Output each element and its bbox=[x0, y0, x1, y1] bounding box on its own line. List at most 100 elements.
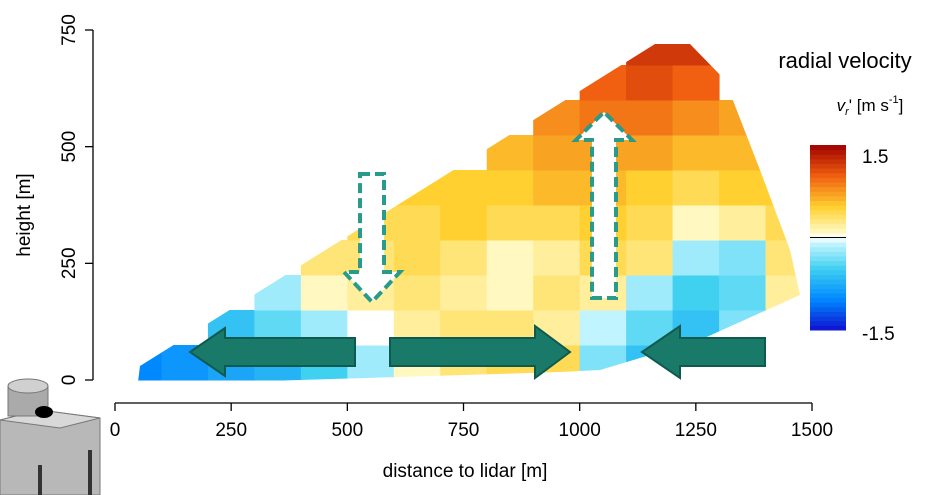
colorbar-step bbox=[810, 316, 846, 322]
flow-arrows bbox=[188, 109, 766, 380]
x-tick-label: 1500 bbox=[791, 420, 833, 441]
cell bbox=[765, 240, 800, 276]
x-tick-label: 250 bbox=[215, 420, 247, 441]
colorbar-step bbox=[810, 251, 846, 257]
arrow-down bbox=[339, 172, 405, 305]
colorbar-step bbox=[810, 191, 846, 197]
colorbar-step bbox=[810, 288, 846, 294]
x-tick-label: 500 bbox=[331, 420, 363, 441]
cell bbox=[393, 275, 441, 311]
colorbar-step bbox=[810, 214, 846, 220]
cell bbox=[672, 100, 720, 136]
colorbar-step bbox=[810, 158, 846, 164]
colorbar-step bbox=[810, 260, 846, 266]
colorbar-step bbox=[810, 195, 846, 201]
cell bbox=[672, 240, 720, 276]
cell bbox=[138, 345, 162, 381]
colorbar-step bbox=[810, 200, 846, 206]
cell bbox=[486, 240, 534, 276]
cell bbox=[393, 240, 441, 276]
cell bbox=[719, 135, 767, 171]
colorbar-step bbox=[810, 205, 846, 211]
colorbar-step bbox=[810, 302, 846, 308]
colorbar-step bbox=[810, 320, 846, 326]
x-tick-label: 1000 bbox=[559, 420, 601, 441]
label-symbol: v bbox=[837, 96, 847, 115]
colorbar-step bbox=[810, 163, 846, 169]
y-tick-label: 750 bbox=[59, 14, 80, 46]
cell bbox=[440, 240, 488, 276]
cell bbox=[533, 100, 581, 136]
label-rest: ' [m s bbox=[849, 96, 889, 115]
colorbar-step bbox=[810, 256, 846, 262]
cell bbox=[672, 205, 720, 241]
colorbar bbox=[810, 145, 846, 331]
colorbar-tick-label: -1.5 bbox=[862, 324, 895, 345]
y-axis-label: height [m] bbox=[14, 173, 35, 256]
colorbar-step bbox=[810, 325, 846, 331]
x-tick-label: 1250 bbox=[675, 420, 717, 441]
arrow-left bbox=[640, 324, 766, 380]
x-axis-label: distance to lidar [m] bbox=[383, 461, 548, 482]
cell bbox=[719, 205, 767, 241]
cell bbox=[440, 170, 488, 206]
label-sub: r bbox=[845, 106, 850, 118]
cell bbox=[672, 275, 720, 311]
y-tick-label: 500 bbox=[59, 131, 80, 163]
colorbar-step bbox=[810, 311, 846, 317]
cell bbox=[626, 205, 674, 241]
x-tick-label: 0 bbox=[110, 420, 121, 441]
colorbar-step bbox=[810, 246, 846, 252]
field bbox=[138, 44, 800, 381]
cell bbox=[486, 135, 534, 171]
colorbar-step bbox=[810, 145, 846, 151]
colorbar-step bbox=[810, 274, 846, 280]
colorbar-step bbox=[810, 209, 846, 215]
colorbar-step bbox=[810, 168, 846, 174]
cell bbox=[440, 205, 488, 241]
cell bbox=[765, 205, 800, 241]
colorbar-step bbox=[810, 149, 846, 155]
cell bbox=[626, 240, 674, 276]
cell bbox=[765, 170, 800, 206]
cell bbox=[626, 275, 674, 311]
colorbar-step bbox=[810, 265, 846, 271]
label-sup: -1 bbox=[889, 94, 899, 106]
cell bbox=[626, 44, 674, 66]
cell bbox=[300, 275, 348, 311]
cell bbox=[486, 170, 534, 206]
cell bbox=[719, 275, 767, 311]
cell bbox=[672, 65, 720, 101]
colorbar-step bbox=[810, 186, 846, 192]
colorbar-step bbox=[810, 279, 846, 285]
cell bbox=[440, 275, 488, 311]
cell bbox=[626, 65, 674, 101]
y-tick-label: 250 bbox=[59, 247, 80, 279]
cell bbox=[672, 170, 720, 206]
cell bbox=[486, 275, 534, 311]
colorbar-tick-label: 1.5 bbox=[862, 147, 888, 168]
cell bbox=[626, 170, 674, 206]
colorbar-step bbox=[810, 154, 846, 160]
cell bbox=[719, 100, 767, 136]
cell bbox=[533, 170, 581, 206]
label-end: ] bbox=[899, 96, 904, 115]
colorbar-title: radial velocity bbox=[778, 48, 911, 73]
cell bbox=[393, 170, 441, 206]
cell bbox=[579, 65, 627, 101]
cell bbox=[393, 205, 441, 241]
cell bbox=[533, 205, 581, 241]
colorbar-step bbox=[810, 232, 846, 238]
cell bbox=[300, 240, 348, 276]
cell bbox=[486, 205, 534, 241]
y-tick-label: 0 bbox=[59, 375, 80, 386]
colorbar-step bbox=[810, 219, 846, 225]
colorbar-step bbox=[810, 223, 846, 229]
arrow-right bbox=[389, 324, 572, 380]
cell bbox=[533, 275, 581, 311]
cell bbox=[672, 135, 720, 171]
colorbar-step bbox=[810, 269, 846, 275]
colorbar-step bbox=[810, 242, 846, 248]
